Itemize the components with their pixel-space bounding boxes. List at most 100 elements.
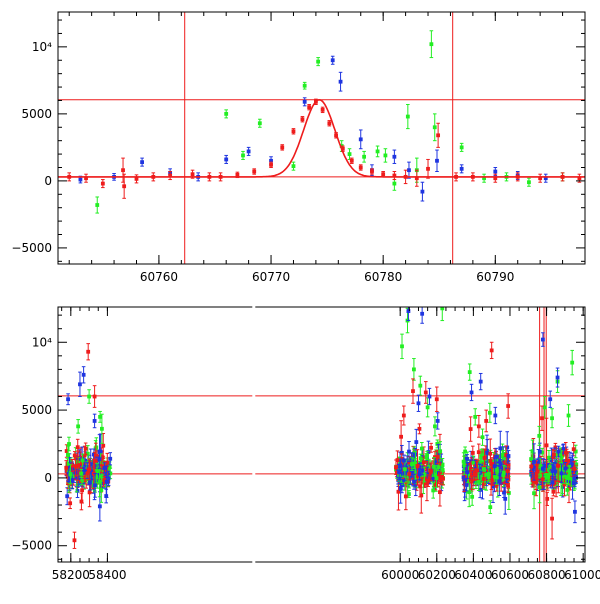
data-point-marker <box>224 158 228 162</box>
data-point-green <box>482 174 486 182</box>
data-point-red <box>415 170 419 186</box>
x-tick-label: 60780 <box>364 270 402 284</box>
data-point-marker <box>406 115 410 119</box>
data-point-marker <box>191 172 195 176</box>
data-point-marker <box>80 488 84 492</box>
data-point-marker <box>489 459 493 463</box>
series-blue <box>79 56 548 201</box>
data-point-marker <box>465 470 469 474</box>
data-point-green <box>376 146 380 157</box>
data-point-marker <box>384 154 388 158</box>
data-point-marker <box>392 155 396 159</box>
data-point-marker <box>477 480 481 484</box>
data-point-marker <box>79 472 83 476</box>
data-point-marker <box>241 154 245 158</box>
data-point-marker <box>438 490 442 494</box>
x-tick-label: 60790 <box>476 270 514 284</box>
data-point-marker <box>462 460 466 464</box>
data-point-green <box>241 151 245 159</box>
data-point-marker <box>321 108 325 112</box>
data-point-green <box>316 58 320 66</box>
data-point-marker <box>95 469 99 473</box>
data-point-marker <box>105 480 109 484</box>
series-red <box>67 99 581 198</box>
data-point-marker <box>495 476 499 480</box>
data-point-red <box>84 174 88 182</box>
data-point-marker <box>101 444 105 448</box>
data-point-marker <box>431 489 435 493</box>
data-point-marker <box>426 167 430 171</box>
data-point-blue <box>460 165 464 173</box>
data-point-marker <box>95 203 99 207</box>
data-point-marker <box>392 182 396 186</box>
data-point-marker <box>499 462 503 466</box>
data-point-marker <box>359 137 363 141</box>
data-point-marker <box>79 178 83 182</box>
x-tick-label: 60770 <box>252 270 290 284</box>
data-point-green <box>460 143 464 151</box>
data-point-blue <box>359 130 363 149</box>
data-point-marker <box>498 446 502 450</box>
data-point-marker <box>479 454 483 458</box>
data-point-marker <box>436 133 440 137</box>
data-point-red <box>301 117 305 122</box>
data-point-marker <box>506 469 510 473</box>
data-point-marker <box>381 172 385 176</box>
data-point-marker <box>64 466 68 470</box>
data-point-marker <box>410 462 414 466</box>
y-tick-label: 5000 <box>21 107 52 121</box>
data-point-marker <box>470 495 474 499</box>
data-point-marker <box>301 117 305 121</box>
data-point-marker <box>465 483 469 487</box>
data-point-marker <box>252 170 256 174</box>
data-point-marker <box>433 125 437 129</box>
data-point-marker <box>316 60 320 64</box>
data-point-blue <box>421 182 425 201</box>
plot-frame <box>58 12 585 264</box>
cloud-point <box>418 424 422 434</box>
data-point-red <box>370 169 374 174</box>
data-point-marker <box>394 465 398 469</box>
data-point-marker <box>527 180 531 184</box>
data-point-marker <box>436 455 440 459</box>
season-cloud-3 <box>462 431 511 514</box>
data-point-red <box>135 175 139 183</box>
data-point-green <box>433 114 437 141</box>
data-point-marker <box>493 170 497 174</box>
data-point-marker <box>331 58 335 62</box>
data-point-marker <box>441 468 445 472</box>
data-point-marker <box>122 184 126 188</box>
plot-area <box>58 296 585 562</box>
data-point-marker <box>429 446 433 450</box>
data-point-marker <box>303 84 307 88</box>
data-point-marker <box>81 459 85 463</box>
data-point-marker <box>422 461 426 465</box>
y-tick-label: −5000 <box>11 241 52 255</box>
cloud-point <box>420 443 424 455</box>
data-point-red <box>269 162 273 167</box>
data-point-marker <box>407 472 411 476</box>
data-point-red <box>321 107 325 112</box>
data-point-marker <box>473 473 477 477</box>
data-point-marker <box>418 427 422 431</box>
data-point-marker <box>74 465 78 469</box>
data-point-blue <box>303 98 307 106</box>
data-point-green <box>292 162 296 170</box>
data-point-marker <box>497 479 501 483</box>
data-point-marker <box>477 450 481 454</box>
data-point-red <box>327 121 331 126</box>
data-point-marker <box>399 435 403 439</box>
data-point-marker <box>247 150 251 154</box>
data-point-red <box>350 158 354 163</box>
data-point-red <box>538 174 542 182</box>
season-cloud-1 <box>64 414 112 521</box>
data-point-marker <box>370 170 374 174</box>
data-point-marker <box>404 494 408 498</box>
data-point-marker <box>303 100 307 104</box>
data-point-marker <box>348 152 352 156</box>
data-point-red <box>359 165 363 170</box>
data-point-blue <box>339 72 343 91</box>
data-point-blue <box>331 56 335 64</box>
